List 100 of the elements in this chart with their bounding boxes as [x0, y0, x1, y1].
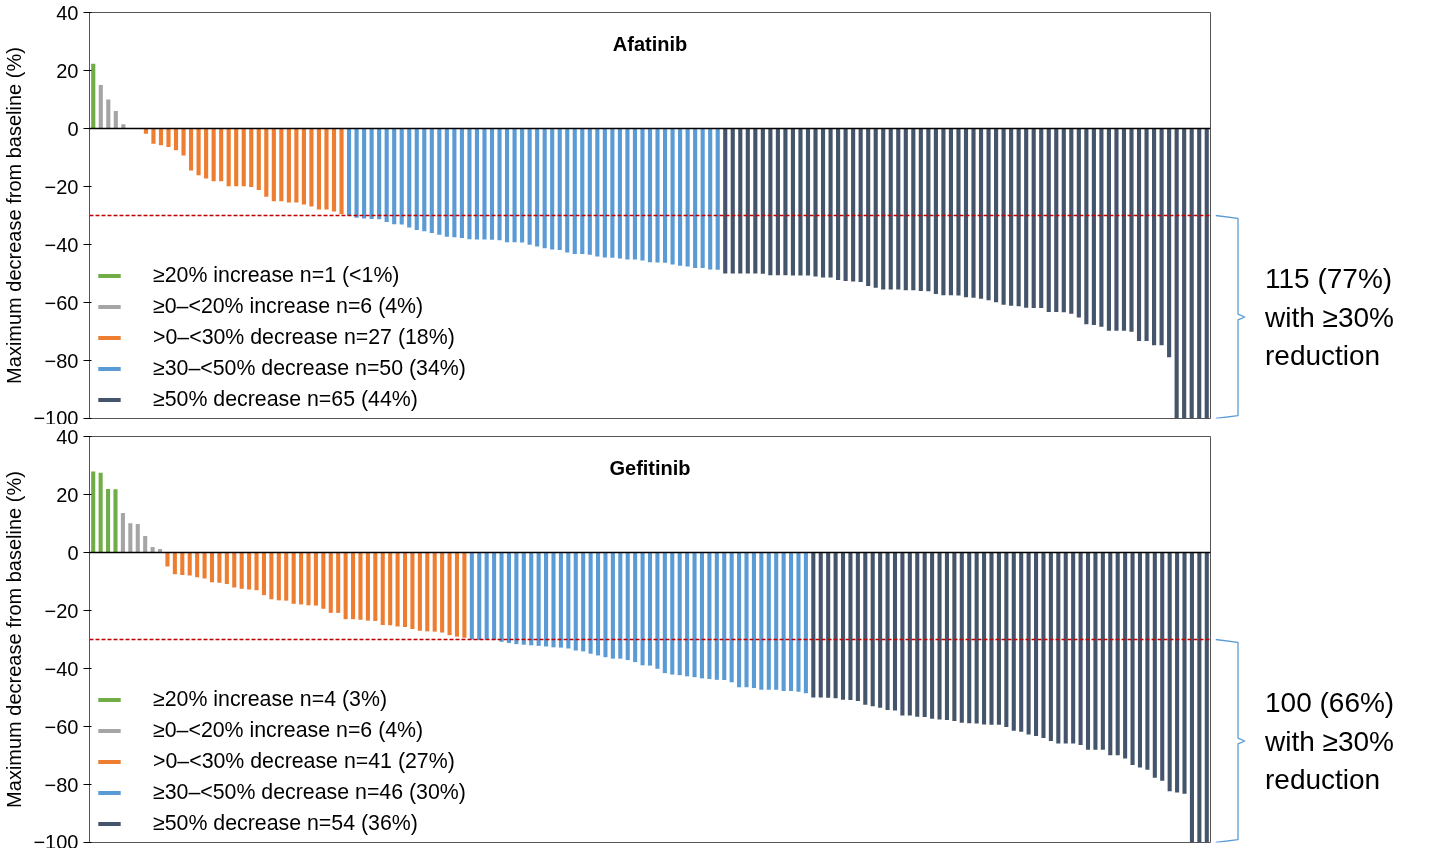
bar — [911, 128, 916, 291]
bar — [768, 128, 773, 276]
bar — [881, 128, 886, 290]
bar — [189, 128, 194, 171]
bar — [803, 552, 808, 694]
y-tick-label: 0 — [67, 541, 79, 564]
bar — [833, 552, 838, 699]
bar — [918, 128, 923, 291]
bar — [204, 128, 209, 179]
bar — [610, 128, 615, 258]
bar — [91, 63, 96, 129]
bar — [98, 472, 103, 553]
bar — [1167, 552, 1172, 792]
bar — [1197, 552, 1202, 843]
bar — [580, 128, 585, 255]
bar — [1114, 128, 1119, 331]
bar — [974, 552, 979, 724]
bar — [324, 128, 329, 210]
bar — [1039, 128, 1044, 309]
bar — [1041, 552, 1046, 739]
bar — [851, 128, 856, 282]
bar — [1046, 128, 1051, 313]
bar — [181, 128, 186, 156]
bar — [1084, 128, 1089, 325]
bar — [595, 128, 600, 257]
bar — [715, 128, 720, 270]
bar — [395, 552, 400, 627]
bar — [414, 128, 419, 230]
bar — [351, 552, 356, 620]
bar — [512, 128, 517, 243]
bar — [1009, 128, 1014, 306]
bar — [286, 128, 291, 203]
bar — [301, 128, 306, 205]
bar — [316, 128, 322, 210]
bar — [789, 552, 794, 692]
bar — [948, 128, 954, 296]
bar — [796, 552, 801, 692]
bar — [655, 552, 660, 669]
bar — [587, 128, 592, 255]
bar — [98, 85, 103, 129]
bar — [380, 552, 385, 625]
bar — [128, 523, 133, 553]
text: Afatinib — [612, 32, 688, 55]
bar — [1100, 552, 1105, 750]
bar — [249, 128, 254, 188]
bar — [873, 128, 878, 288]
bar — [477, 552, 482, 641]
bar — [1011, 552, 1016, 731]
bar — [751, 552, 756, 688]
bar — [410, 552, 415, 630]
bar — [106, 99, 111, 129]
bar — [172, 552, 177, 575]
bar — [1159, 128, 1164, 346]
bar — [1167, 128, 1172, 358]
bar — [1069, 128, 1074, 314]
bar — [818, 552, 823, 698]
bar — [662, 552, 667, 674]
bar — [617, 128, 622, 259]
bar — [888, 128, 893, 290]
y-tick-label: 0 — [67, 117, 79, 140]
bar — [632, 128, 638, 260]
legend-label: ≥20% increase n=1 (<1%) — [153, 263, 400, 288]
y-tick-label: 20 — [56, 59, 79, 82]
bar — [551, 552, 556, 648]
bar — [941, 128, 946, 296]
bar — [454, 552, 460, 637]
bar — [264, 128, 269, 197]
bar — [279, 128, 284, 202]
bar — [402, 552, 408, 628]
bar — [362, 128, 367, 219]
bar — [557, 128, 562, 251]
bar — [959, 552, 964, 723]
bar — [885, 552, 890, 710]
bar — [708, 128, 713, 270]
bar — [625, 128, 630, 260]
bar — [276, 552, 281, 601]
bar — [328, 552, 333, 613]
bar — [1115, 552, 1120, 756]
bar — [1071, 552, 1076, 744]
bar — [774, 552, 779, 690]
bar — [573, 552, 578, 651]
bar — [967, 552, 972, 724]
bar — [467, 128, 472, 240]
bar — [662, 128, 668, 263]
bar — [425, 552, 430, 632]
bar — [444, 128, 449, 237]
bar — [952, 552, 957, 721]
bar — [1136, 128, 1142, 342]
bar — [1004, 552, 1009, 728]
bar — [866, 128, 871, 286]
bar — [187, 552, 192, 576]
bar — [388, 552, 393, 626]
bar — [602, 128, 607, 258]
bar — [113, 489, 118, 553]
bar — [209, 552, 215, 583]
bar — [640, 128, 645, 261]
bar — [506, 552, 511, 643]
bar — [247, 552, 252, 590]
bar — [1016, 128, 1021, 307]
bar — [1001, 128, 1006, 305]
